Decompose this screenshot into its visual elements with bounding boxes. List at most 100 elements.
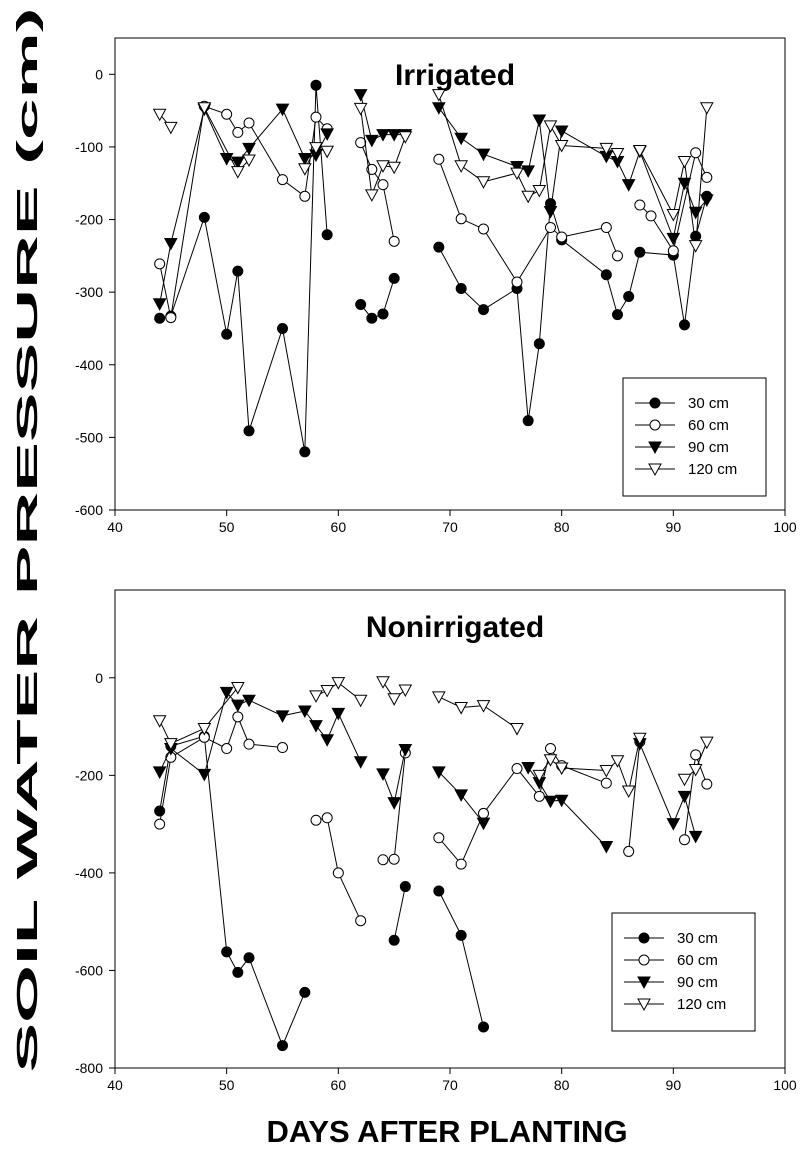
data-point bbox=[152, 766, 167, 779]
legend-box bbox=[611, 912, 756, 1032]
data-point bbox=[232, 966, 244, 978]
series-line bbox=[159, 85, 328, 452]
legend-label: 60 cm bbox=[677, 952, 718, 969]
data-point bbox=[275, 103, 290, 117]
series-line bbox=[159, 687, 239, 745]
y-tick-label: -400 bbox=[75, 865, 103, 881]
x-tick-label: 100 bbox=[773, 519, 797, 535]
data-point bbox=[320, 145, 335, 159]
data-point bbox=[701, 171, 713, 183]
data-point bbox=[221, 328, 233, 340]
series-line bbox=[438, 696, 518, 729]
data-point bbox=[353, 89, 368, 102]
data-point bbox=[455, 929, 467, 941]
y-tick-label: -400 bbox=[75, 357, 103, 373]
data-point bbox=[154, 258, 166, 270]
chart-title: Irrigated bbox=[395, 59, 515, 92]
data-point bbox=[699, 736, 714, 750]
data-point bbox=[310, 111, 322, 123]
data-point bbox=[623, 291, 635, 303]
data-point bbox=[353, 694, 368, 708]
data-point bbox=[667, 245, 679, 257]
data-point bbox=[232, 711, 244, 723]
data-point bbox=[243, 952, 255, 964]
data-point bbox=[690, 230, 702, 242]
data-point bbox=[242, 694, 256, 708]
legend-marker bbox=[649, 419, 661, 431]
data-point bbox=[310, 79, 322, 91]
data-point bbox=[433, 241, 445, 253]
data-point bbox=[277, 174, 288, 186]
series-line bbox=[438, 747, 607, 866]
data-point bbox=[433, 832, 445, 844]
data-point bbox=[610, 755, 625, 768]
series-line bbox=[159, 715, 283, 825]
x-tick-label: 40 bbox=[107, 1077, 123, 1093]
data-point bbox=[554, 139, 569, 153]
data-point bbox=[299, 446, 311, 458]
data-point bbox=[600, 222, 612, 234]
series-90-cm bbox=[152, 686, 703, 854]
data-point bbox=[455, 283, 467, 295]
legend: 30 cm 60 cm 90 cm 120 cm bbox=[622, 377, 767, 497]
data-point bbox=[376, 129, 390, 142]
x-tick-label: 50 bbox=[219, 519, 235, 535]
data-point bbox=[154, 805, 166, 817]
data-point bbox=[677, 155, 692, 169]
data-point bbox=[478, 223, 489, 235]
data-point bbox=[433, 885, 445, 897]
data-point bbox=[666, 232, 681, 246]
data-point bbox=[230, 156, 245, 170]
y-tick-label: -100 bbox=[75, 139, 103, 155]
data-point bbox=[431, 766, 446, 779]
data-point bbox=[554, 125, 569, 138]
data-point bbox=[476, 700, 491, 713]
x-tick-label: 50 bbox=[219, 1077, 235, 1093]
data-point bbox=[478, 807, 489, 819]
data-point bbox=[230, 682, 245, 695]
data-point bbox=[198, 211, 210, 223]
data-point bbox=[355, 298, 367, 310]
data-point bbox=[455, 213, 467, 225]
data-point bbox=[388, 853, 400, 865]
data-point bbox=[154, 818, 166, 830]
data-point bbox=[556, 231, 568, 243]
data-point bbox=[666, 208, 681, 222]
y-tick-label: -500 bbox=[75, 429, 103, 445]
data-point bbox=[353, 756, 368, 769]
data-point bbox=[320, 684, 335, 698]
data-point bbox=[309, 720, 323, 733]
data-point bbox=[621, 179, 636, 192]
data-point bbox=[243, 738, 255, 750]
x-tick-label: 70 bbox=[442, 1077, 458, 1093]
legend-marker bbox=[637, 976, 651, 990]
x-tick-label: 60 bbox=[331, 519, 347, 535]
data-point bbox=[632, 145, 647, 158]
data-point bbox=[331, 677, 346, 690]
data-point bbox=[387, 129, 402, 142]
data-point bbox=[320, 128, 335, 141]
data-point bbox=[219, 686, 234, 700]
y-tick-label: -200 bbox=[75, 212, 103, 228]
data-point bbox=[275, 710, 290, 723]
x-tick-label: 90 bbox=[666, 519, 682, 535]
data-point bbox=[242, 154, 256, 168]
x-tick-label: 90 bbox=[666, 1077, 682, 1093]
data-point bbox=[398, 131, 413, 144]
data-point bbox=[545, 222, 556, 234]
data-point bbox=[377, 854, 389, 866]
data-point bbox=[364, 189, 379, 202]
legend-label: 60 cm bbox=[688, 417, 729, 434]
data-point bbox=[476, 176, 491, 189]
data-point bbox=[321, 229, 333, 241]
nonirrigated-panel: 40 50 60 70 80 90 100 -800 -600 -400 -200 0 Nonirrig… bbox=[75, 589, 797, 1093]
data-point bbox=[679, 319, 690, 331]
series-120-cm bbox=[152, 676, 714, 798]
data-point bbox=[277, 742, 288, 754]
data-point bbox=[387, 693, 402, 706]
legend-marker bbox=[637, 998, 651, 1012]
data-point bbox=[610, 147, 625, 161]
data-point bbox=[152, 715, 167, 728]
data-point bbox=[297, 153, 312, 166]
